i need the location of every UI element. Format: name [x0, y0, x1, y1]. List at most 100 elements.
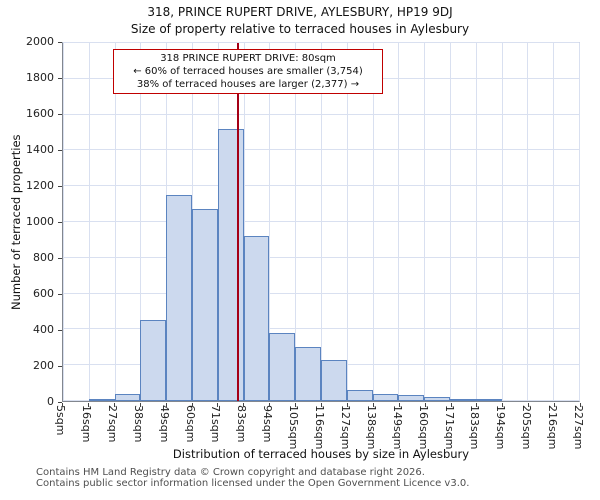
x-tick-mark: [450, 403, 452, 407]
histogram-bar: [450, 399, 476, 401]
x-tick-label: 83sqm: [235, 405, 249, 443]
y-tick-label: 1400: [26, 143, 54, 156]
x-tick-mark: [424, 403, 426, 407]
histogram-bar: [346, 390, 373, 401]
x-gridline: [450, 43, 451, 401]
x-tick-label: 94sqm: [261, 405, 275, 443]
histogram-bar: [243, 236, 270, 401]
x-tick-label: 27sqm: [105, 405, 119, 443]
annotation-property-line: 318 PRINCE RUPERT DRIVE: 80sqm: [160, 53, 336, 64]
y-tick-mark: [58, 330, 62, 331]
x-gridline: [553, 43, 555, 401]
y-tick-label: 0: [47, 395, 54, 408]
y-gridline: [63, 42, 579, 43]
x-tick-label: 205sqm: [520, 405, 534, 450]
x-tick-mark: [269, 403, 271, 407]
attribution-footer: Contains HM Land Registry data © Crown c…: [36, 467, 469, 489]
x-tick-mark: [502, 403, 504, 407]
x-tick-label: 171sqm: [442, 405, 456, 450]
x-tick-mark: [295, 403, 297, 407]
y-tick-mark: [58, 114, 62, 115]
y-tick-label: 600: [33, 287, 54, 300]
x-gridline: [243, 43, 245, 401]
histogram-bar: [475, 399, 502, 401]
x-tick-label: 216sqm: [546, 405, 560, 450]
plot-area: 318 PRINCE RUPERT DRIVE: 80sqm ← 60% of …: [62, 42, 580, 402]
x-tick-mark: [87, 403, 89, 407]
x-gridline: [269, 43, 271, 401]
x-tick-mark: [554, 403, 556, 407]
x-tick-label: 49sqm: [157, 405, 171, 443]
x-tick-mark: [243, 403, 245, 407]
histogram-bar: [295, 347, 321, 401]
histogram-bar: [166, 195, 192, 401]
x-tick-label: 38sqm: [131, 405, 145, 443]
y-tick-label: 800: [33, 251, 54, 264]
y-tick-mark: [58, 150, 62, 151]
x-tick-label: 60sqm: [183, 405, 197, 443]
histogram-bar: [217, 128, 244, 401]
x-gridline: [579, 43, 580, 401]
histogram-bar: [114, 393, 141, 401]
x-gridline: [321, 43, 322, 401]
histogram-bar: [321, 359, 347, 401]
x-tick-mark: [372, 403, 374, 407]
histogram-bar: [269, 332, 296, 401]
histogram-bar: [398, 394, 425, 401]
x-tick-label: 5sqm: [54, 405, 67, 436]
x-gridline: [140, 43, 142, 401]
y-tick-mark: [58, 402, 62, 403]
histogram-bar: [424, 396, 450, 401]
y-tick-label: 2000: [26, 35, 54, 48]
y-tick-label: 1000: [26, 215, 54, 228]
x-tick-label: 127sqm: [338, 405, 352, 450]
y-tick-mark: [58, 186, 62, 187]
x-tick-label: 149sqm: [390, 405, 404, 450]
y-tick-label: 200: [33, 359, 54, 372]
y-tick-mark: [58, 222, 62, 223]
x-gridline: [527, 43, 529, 401]
x-tick-label: 138sqm: [364, 405, 378, 450]
property-size-marker-line: [237, 43, 239, 401]
histogram-bar: [372, 393, 399, 401]
x-tick-label: 194sqm: [494, 405, 508, 450]
x-tick-mark: [476, 403, 478, 407]
x-gridline: [114, 43, 116, 401]
x-tick-label: 71sqm: [209, 405, 223, 443]
x-axis-label: Distribution of terraced houses by size …: [172, 447, 470, 461]
x-gridline: [63, 43, 64, 401]
x-tick-mark: [113, 403, 115, 407]
x-gridline: [501, 43, 503, 401]
x-tick-mark: [346, 403, 348, 407]
x-tick-mark: [580, 403, 581, 407]
annotation-larger-line: 38% of terraced houses are larger (2,377…: [136, 79, 360, 90]
x-tick-label: 16sqm: [79, 405, 93, 443]
y-tick-label: 1200: [26, 179, 54, 192]
histogram-bar: [88, 399, 115, 401]
y-tick-label: 1800: [26, 71, 54, 84]
y-tick-mark: [58, 294, 62, 295]
chart-title: 318, PRINCE RUPERT DRIVE, AYLESBURY, HP1…: [147, 5, 453, 19]
x-gridline: [475, 43, 477, 401]
footer-copyright-line: Contains HM Land Registry data © Crown c…: [36, 467, 425, 478]
chart-subtitle: Size of property relative to terraced ho…: [130, 22, 470, 36]
y-tick-mark: [58, 366, 62, 367]
x-gridline: [88, 43, 90, 401]
annotation-box: 318 PRINCE RUPERT DRIVE: 80sqm ← 60% of …: [113, 49, 383, 94]
y-tick-mark: [58, 258, 62, 259]
y-tick-mark: [58, 42, 62, 43]
x-tick-mark: [62, 403, 63, 407]
x-gridline: [424, 43, 426, 401]
x-tick-mark: [165, 403, 167, 407]
y-tick-label: 400: [33, 323, 54, 336]
x-tick-label: 116sqm: [313, 405, 326, 450]
x-tick-mark: [217, 403, 219, 407]
x-tick-mark: [191, 403, 193, 407]
x-tick-label: 105sqm: [287, 405, 301, 450]
x-tick-mark: [321, 403, 322, 407]
x-gridline: [372, 43, 374, 401]
x-tick-label: 160sqm: [416, 405, 430, 450]
footer-licence-line: Contains public sector information licen…: [36, 478, 470, 489]
x-gridline: [346, 43, 348, 401]
